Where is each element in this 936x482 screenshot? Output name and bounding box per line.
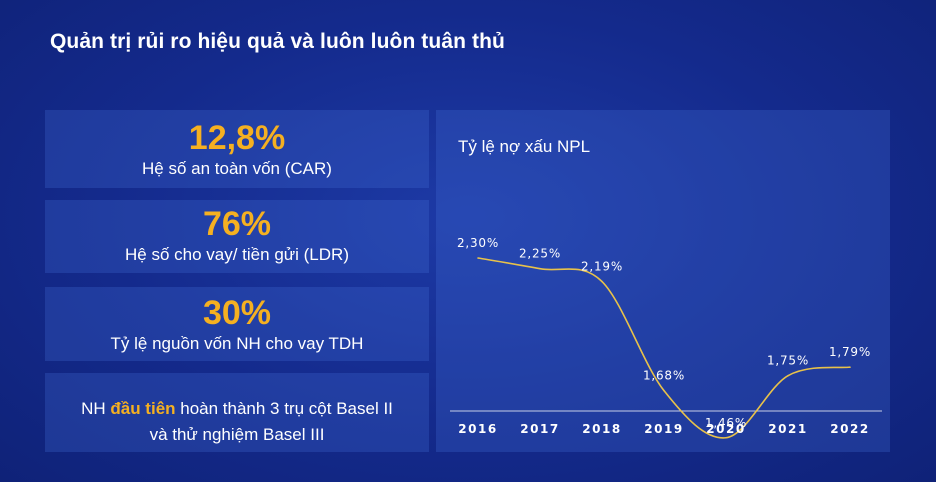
- npl-point-2016: [477, 257, 479, 259]
- data-label-2020: 1,46%: [705, 416, 747, 430]
- npl-point-2020: [725, 436, 727, 439]
- long-term-funding-label: Tỷ lệ nguồn vốn NH cho vay TDH: [110, 334, 364, 353]
- ldr-label: Hệ số cho vay/ tiền gửi (LDR): [125, 245, 349, 264]
- long-term-funding-value: 30%: [202, 294, 272, 332]
- data-label-2017: 2,25%: [519, 247, 561, 261]
- basel-line-1: NH đầu tiên hoàn thành 3 trụ cột Basel I…: [45, 399, 429, 419]
- x-tick-2022: 2022: [830, 422, 869, 436]
- data-label-2016: 2,30%: [457, 236, 499, 250]
- npl-chart-panel: [436, 110, 890, 452]
- basel-rest: hoàn thành 3 trụ cột Basel II: [175, 399, 393, 418]
- x-tick-2019: 2019: [644, 422, 683, 436]
- basel-line-2: và thử nghiệm Basel III: [149, 425, 325, 444]
- ldr-value: 76%: [202, 205, 272, 243]
- data-label-2022: 1,79%: [829, 345, 871, 359]
- page-title: Quản trị rủi ro hiệu quả và luôn luôn tu…: [50, 30, 505, 53]
- npl-point-2019: [663, 389, 665, 392]
- npl-point-2021: [787, 374, 789, 377]
- car-label: Hệ số an toàn vốn (CAR): [142, 159, 332, 178]
- x-tick-2018: 2018: [582, 422, 621, 436]
- data-label-2018: 2,19%: [581, 260, 623, 274]
- basel-card: NH đầu tiên hoàn thành 3 trụ cột Basel I…: [45, 373, 429, 452]
- x-tick-2016: 2016: [458, 422, 497, 436]
- basel-prefix: NH: [81, 399, 111, 418]
- npl-point-2017: [539, 267, 541, 270]
- npl-point-2018: [601, 280, 603, 283]
- basel-highlight: đầu tiên: [110, 399, 176, 418]
- car-stat-card: 12,8% Hệ số an toàn vốn (CAR): [45, 110, 429, 188]
- x-tick-2021: 2021: [768, 422, 807, 436]
- chart-title: Tỷ lệ nợ xấu NPL: [458, 137, 591, 156]
- long-term-funding-stat-card: 30% Tỷ lệ nguồn vốn NH cho vay TDH: [45, 287, 429, 361]
- npl-point-2022: [849, 366, 851, 368]
- data-label-2021: 1,75%: [767, 354, 809, 368]
- ldr-stat-card: 76% Hệ số cho vay/ tiền gửi (LDR): [45, 200, 429, 273]
- car-value: 12,8%: [188, 119, 286, 157]
- data-label-2019: 1,68%: [643, 369, 685, 383]
- x-tick-2017: 2017: [520, 422, 559, 436]
- x-tick-2020: 2020: [706, 422, 745, 436]
